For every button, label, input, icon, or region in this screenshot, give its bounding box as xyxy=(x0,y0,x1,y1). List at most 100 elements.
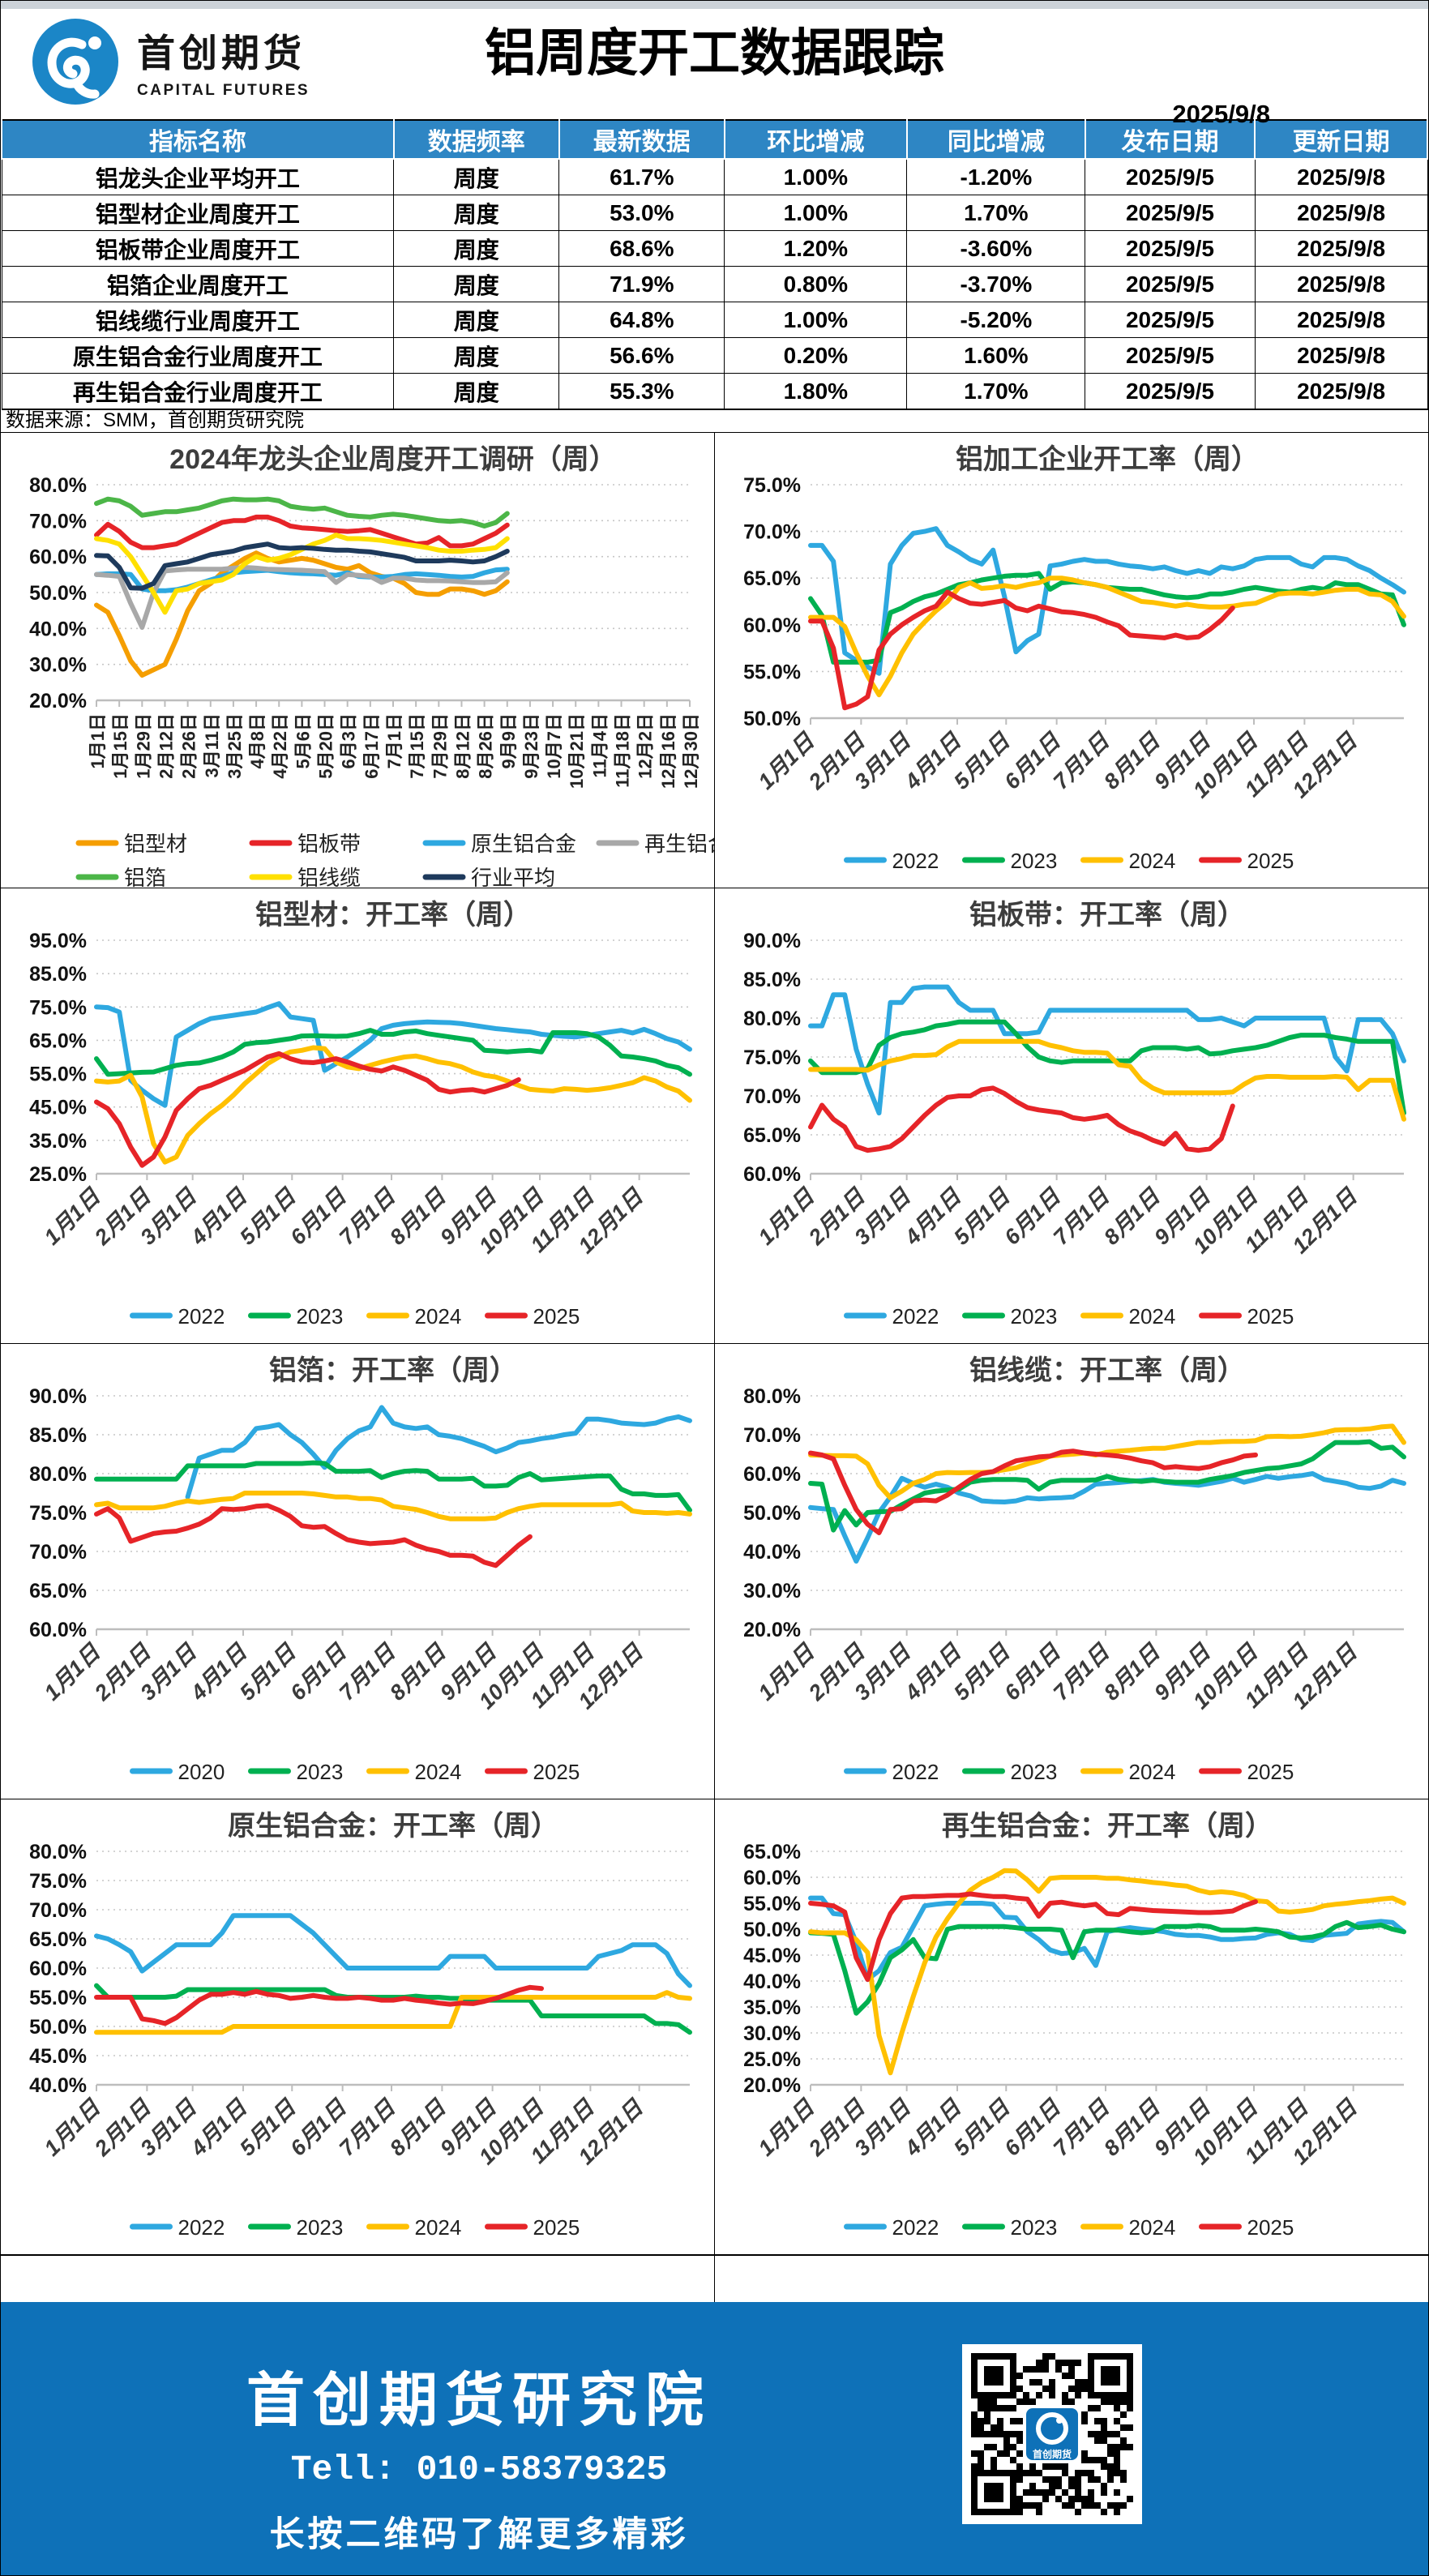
legend-label: 铝箔 xyxy=(124,866,166,888)
x-tick-label: 5月1日 xyxy=(949,1639,1016,1705)
chart-cell-6: 铝线缆：开工率（周） 20.0% 30.0% 40.0% 50.0% 60.0% 70.0%… xyxy=(714,1343,1428,1799)
table-cell: 1.00% xyxy=(724,195,908,231)
x-tick-label: 10月21日 xyxy=(567,713,587,789)
x-tick-label: 8月12日 xyxy=(452,713,473,779)
legend-label: 2025 xyxy=(533,1760,580,1784)
x-tick-label: 1月1日 xyxy=(40,2095,106,2161)
x-tick-label: 2月12日 xyxy=(156,713,176,779)
x-tick-label: 12月30日 xyxy=(681,713,701,789)
chart-title: 铝板带：开工率（周） xyxy=(969,899,1245,931)
x-tick-label: 1月1日 xyxy=(40,1639,106,1705)
chart-cell-3: 铝型材：开工率（周） 25.0% 35.0% 45.0% 55.0% 65.0% 75.0%… xyxy=(1,888,716,1344)
logo-en: CAPITAL FUTURES xyxy=(137,82,310,99)
column-header: 最新数据 xyxy=(558,120,725,160)
column-header: 数据频率 xyxy=(392,120,560,160)
table-cell: 2025/9/8 xyxy=(1254,302,1428,338)
table-cell: 铝线缆行业周度开工 xyxy=(1,302,395,338)
legend-label: 2022 xyxy=(892,849,939,873)
table-cell: 1.70% xyxy=(906,195,1086,231)
table-cell: 68.6% xyxy=(558,230,725,267)
legend-label: 2024 xyxy=(1129,2215,1176,2240)
x-tick-label: 11月4日 xyxy=(589,713,610,778)
y-tick-label: 55.0% xyxy=(29,1063,87,1086)
legend-label: 铝型材 xyxy=(124,832,187,856)
y-tick-label: 60.0% xyxy=(743,1867,801,1889)
x-tick-label: 1月1日 xyxy=(754,1639,820,1705)
table-row: 铝板带企业周度开工 周度 68.6% 1.20% -3.60% 2025/9/5 2025/… xyxy=(1,230,1428,267)
top-strip xyxy=(1,1,1428,9)
table-cell: 2025/9/5 xyxy=(1085,266,1256,302)
y-tick-label: 45.0% xyxy=(743,1945,801,1967)
y-tick-label: 30.0% xyxy=(29,654,87,677)
series-2024 xyxy=(808,1868,1406,2076)
table-header: 指标名称 数据频率 最新数据 环比增减 同比增减 发布日期 更新日期 xyxy=(1,120,1428,160)
x-tick-label: 3月25日 xyxy=(225,713,245,779)
footer-org-name: 首创期货研究院 xyxy=(246,2368,712,2433)
chart-cell-2: 铝加工企业开工率（周） 50.0% 55.0% 60.0% 65.0% 70.0% 75.0… xyxy=(714,432,1428,888)
table-cell: 2025/9/5 xyxy=(1085,302,1256,338)
table-cell: 铝型材企业周度开工 xyxy=(1,195,395,231)
table-cell: 64.8% xyxy=(558,302,725,338)
y-tick-label: 65.0% xyxy=(29,1029,87,1052)
series-2022 xyxy=(808,984,1406,1116)
table-cell: 2025/9/5 xyxy=(1085,230,1256,267)
x-tick-label: 8月26日 xyxy=(476,713,496,779)
y-tick-label: 70.0% xyxy=(743,1424,801,1447)
table-row: 铝箔企业周度开工 周度 71.9% 0.80% -3.70% 2025/9/5 2025/9… xyxy=(1,266,1428,302)
x-tick-label: 5月1日 xyxy=(949,2095,1016,2161)
y-tick-label: 65.0% xyxy=(743,1841,801,1864)
y-tick-label: 80.0% xyxy=(743,1385,801,1408)
y-tick-label: 65.0% xyxy=(29,1928,87,1951)
logo-cn: 首创期货 xyxy=(137,32,306,75)
x-tick-label: 7月1日 xyxy=(1049,1639,1115,1705)
divider-strip xyxy=(1,2255,1428,2302)
x-tick-label: 5月1日 xyxy=(235,1639,302,1705)
table-cell: -1.20% xyxy=(906,158,1086,195)
legend-label: 2023 xyxy=(1011,2215,1058,2240)
column-header: 更新日期 xyxy=(1254,120,1428,160)
legend-label: 2022 xyxy=(892,2215,939,2240)
charts-grid: 2024年龙头企业周度开工调研（周） 20.0% 30.0% 40.0% 50.0% 60… xyxy=(1,432,1428,2255)
y-tick-label: 30.0% xyxy=(743,1580,801,1603)
table-cell: 2025/9/5 xyxy=(1085,195,1256,231)
legend-label: 2024 xyxy=(1129,1760,1176,1784)
series-2024 xyxy=(808,1423,1406,1500)
y-tick-label: 70.0% xyxy=(29,1899,87,1922)
series-2024 xyxy=(94,1491,692,1521)
x-tick-label: 7月1日 xyxy=(335,2095,401,2161)
y-tick-label: 85.0% xyxy=(29,1424,87,1447)
series-2023 xyxy=(94,1983,692,2035)
y-tick-label: 85.0% xyxy=(29,963,87,986)
legend-label: 铝线缆 xyxy=(297,866,361,888)
y-tick-label: 75.0% xyxy=(743,474,801,497)
y-tick-label: 90.0% xyxy=(743,930,801,952)
y-tick-label: 50.0% xyxy=(743,708,801,730)
legend-label: 2023 xyxy=(1011,1304,1058,1329)
table-cell: 铝箔企业周度开工 xyxy=(1,266,395,302)
y-tick-label: 60.0% xyxy=(29,1619,87,1641)
y-tick-label: 60.0% xyxy=(743,1463,801,1486)
table-cell: 铝板带企业周度开工 xyxy=(1,230,395,267)
y-tick-label: 50.0% xyxy=(29,582,87,605)
table-cell: 53.0% xyxy=(558,195,725,231)
y-tick-label: 65.0% xyxy=(743,567,801,590)
table-cell: -3.70% xyxy=(906,266,1086,302)
legend-label: 2024 xyxy=(415,2215,462,2240)
series-2025 xyxy=(94,1503,533,1568)
y-tick-label: 25.0% xyxy=(29,1163,87,1186)
legend-label: 2023 xyxy=(297,1760,344,1784)
x-tick-label: 4月8日 xyxy=(247,713,267,768)
x-tick-label: 6月3日 xyxy=(339,713,359,768)
table-cell: 56.6% xyxy=(558,337,725,374)
legend-label: 2025 xyxy=(1247,1304,1294,1329)
legend-label: 2024 xyxy=(1129,849,1176,873)
y-tick-label: 85.0% xyxy=(743,969,801,991)
series-再生铝合金 xyxy=(94,565,510,630)
legend-label: 2023 xyxy=(297,2215,344,2240)
legend-label: 2025 xyxy=(1247,1760,1294,1784)
y-tick-label: 55.0% xyxy=(743,661,801,683)
qr-code: 首创期货 xyxy=(962,2344,1142,2524)
page-title: 铝周度开工数据跟踪 xyxy=(485,25,944,82)
table-cell: 周度 xyxy=(393,158,560,195)
